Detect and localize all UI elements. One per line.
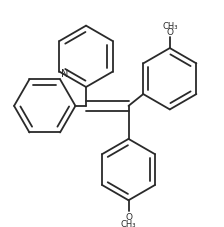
Text: CH₃: CH₃ [163,22,178,31]
Text: O: O [166,28,173,37]
Text: N: N [61,69,69,79]
Text: CH₃: CH₃ [121,219,136,227]
Text: O: O [125,212,132,221]
